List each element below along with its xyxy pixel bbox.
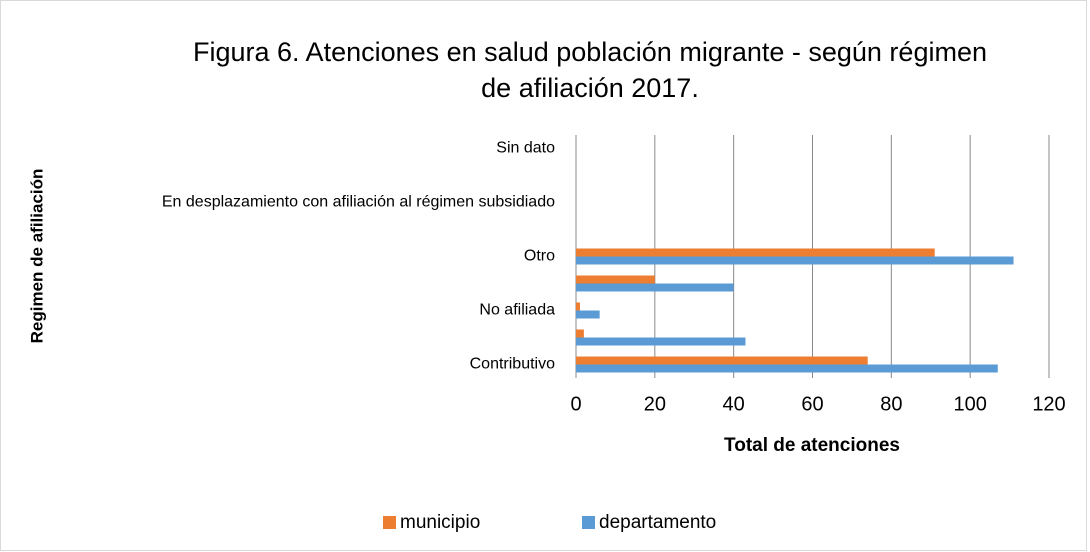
legend-swatch: [582, 516, 595, 529]
legend-label: departamento: [599, 512, 716, 533]
bar: [576, 302, 580, 311]
x-tick-label: 0: [570, 393, 581, 415]
y-tick-label: Contributivo: [470, 356, 555, 373]
bar: [576, 283, 734, 292]
x-tick-label: 80: [880, 393, 902, 415]
x-tick-label: 20: [644, 393, 666, 415]
x-tick-label: 40: [723, 393, 745, 415]
x-tick-label: 120: [1032, 393, 1065, 415]
y-tick-label: Sin dato: [496, 140, 555, 157]
legend-swatch: [383, 516, 396, 529]
bar: [576, 329, 584, 338]
y-tick-label: No afiliada: [479, 302, 555, 319]
bar: [576, 337, 746, 346]
bar: [576, 248, 935, 257]
y-axis-label: Regimen de afiliación: [27, 169, 46, 344]
bar: [576, 275, 655, 284]
chart-title: Figura 6. Atenciones en salud población …: [193, 37, 987, 103]
x-tick-label: 60: [801, 393, 823, 415]
x-tick-label: 100: [953, 393, 986, 415]
bar: [576, 256, 1014, 265]
y-tick-label: Otro: [524, 248, 555, 265]
y-tick-label: En desplazamiento con afiliación al régi…: [162, 194, 555, 211]
x-axis-label: Total de atenciones: [724, 435, 900, 456]
bar: [576, 356, 868, 365]
legend-label: municipio: [400, 512, 480, 533]
bar: [576, 364, 998, 373]
bar: [576, 310, 600, 319]
